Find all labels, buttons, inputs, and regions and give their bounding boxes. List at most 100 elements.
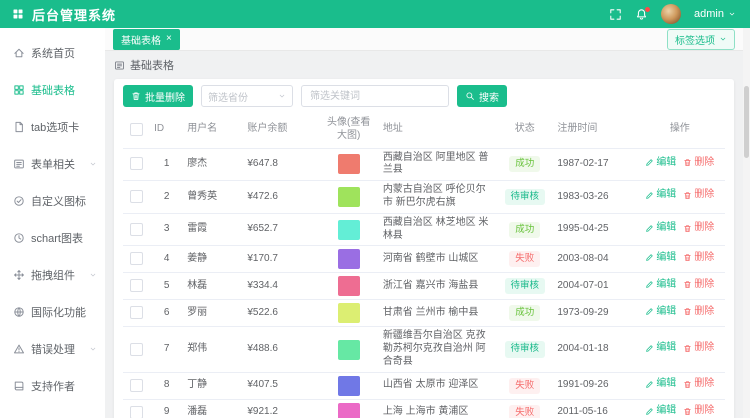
badge-icon	[13, 195, 25, 207]
table-row: 3 雷霞 ¥652.7 西藏自治区 林芝地区 米林县 成功 1995-04-25 编辑 删除	[123, 213, 725, 247]
cell-id: 8	[150, 372, 184, 400]
home-icon	[13, 47, 25, 59]
table-row: 2 曾秀英 ¥472.6 内蒙古自治区 呼伦贝尔市 新巴尔虎右旗 待审核 1983-03-…	[123, 180, 725, 214]
trash-icon	[683, 380, 692, 389]
edit-link[interactable]: 编辑	[645, 222, 676, 235]
username: admin	[694, 8, 724, 20]
sidebar-item-8[interactable]: 错误处理	[0, 330, 105, 367]
status-badge: 失败	[509, 404, 541, 418]
sidebar-item-4[interactable]: 自定义图标	[0, 182, 105, 219]
delete-link[interactable]: 删除	[683, 279, 714, 292]
row-checkbox[interactable]	[130, 157, 144, 171]
pencil-icon	[645, 158, 654, 167]
sidebar-item-label: 错误处理	[31, 343, 75, 356]
sidebar-item-0[interactable]: 系统首页	[0, 34, 105, 71]
delete-link[interactable]: 删除	[683, 189, 714, 202]
edit-link[interactable]: 编辑	[645, 189, 676, 202]
cell-username: 罗丽	[183, 299, 244, 328]
delete-link[interactable]: 删除	[683, 405, 714, 418]
status-badge: 待审核	[504, 341, 546, 358]
select-all-checkbox[interactable]	[130, 122, 144, 136]
province-select[interactable]: 筛选省份	[201, 85, 293, 107]
cell-balance: ¥170.7	[243, 245, 319, 274]
edit-link[interactable]: 编辑	[645, 252, 676, 265]
sidebar-item-1[interactable]: 基础表格	[0, 71, 105, 108]
table-row: 5 林磊 ¥334.4 浙江省 嘉兴市 海盐县 待审核 2004-07-01 编辑 删除	[123, 272, 725, 301]
row-checkbox[interactable]	[130, 279, 144, 293]
cell-date: 1995-04-25	[553, 213, 635, 247]
avatar[interactable]	[661, 4, 682, 24]
fullscreen-icon[interactable]	[609, 8, 622, 21]
cell-id: 7	[150, 326, 184, 373]
cell-username: 郑伟	[183, 326, 244, 373]
avatar-thumbnail[interactable]	[337, 402, 360, 418]
edit-link[interactable]: 编辑	[645, 279, 676, 292]
chevron-down-icon	[89, 160, 97, 168]
table-row: 9 潘磊 ¥921.2 上海 上海市 黄浦区 失败 2011-05-16 编辑 删除	[123, 399, 725, 418]
main-area: 基础表格 × 标签选项 基础表格 批量删除 筛选省份	[105, 28, 743, 418]
edit-link[interactable]: 编辑	[645, 378, 676, 391]
sidebar-item-5[interactable]: schart图表	[0, 219, 105, 256]
avatar-thumbnail[interactable]	[337, 303, 360, 324]
delete-link[interactable]: 删除	[683, 342, 714, 355]
cell-date: 2004-07-01	[553, 272, 635, 301]
pencil-icon	[645, 253, 654, 262]
table-icon	[13, 84, 25, 96]
row-checkbox[interactable]	[130, 252, 144, 266]
edit-link[interactable]: 编辑	[645, 157, 676, 170]
row-checkbox[interactable]	[130, 222, 144, 236]
avatar-thumbnail[interactable]	[337, 249, 360, 270]
delete-link[interactable]: 删除	[683, 378, 714, 391]
row-checkbox[interactable]	[130, 306, 144, 320]
avatar-thumbnail[interactable]	[337, 186, 360, 207]
cell-id: 9	[150, 399, 184, 418]
delete-link[interactable]: 删除	[683, 157, 714, 170]
avatar-thumbnail[interactable]	[337, 375, 360, 396]
sidebar-item-3[interactable]: 表单相关	[0, 145, 105, 182]
tag-options-button[interactable]: 标签选项	[667, 28, 735, 50]
cell-date: 1991-09-26	[553, 372, 635, 400]
edit-link[interactable]: 编辑	[645, 306, 676, 319]
sidebar-item-2[interactable]: tab选项卡	[0, 108, 105, 145]
pencil-icon	[645, 407, 654, 416]
scrollbar-thumb[interactable]	[744, 86, 749, 158]
status-badge: 待审核	[504, 188, 546, 206]
search-button[interactable]: 搜索	[457, 85, 507, 107]
cell-address: 内蒙古自治区 呼伦贝尔市 新巴尔虎右旗	[378, 180, 497, 214]
bell-icon[interactable]	[635, 6, 651, 21]
avatar-thumbnail[interactable]	[337, 339, 360, 360]
table-icon	[114, 60, 125, 71]
sidebar-item-7[interactable]: 国际化功能	[0, 293, 105, 330]
row-checkbox[interactable]	[130, 342, 144, 356]
delete-link[interactable]: 删除	[683, 222, 714, 235]
user-menu[interactable]: admin	[694, 8, 736, 20]
avatar-thumbnail[interactable]	[337, 276, 360, 297]
avatar-thumbnail[interactable]	[337, 154, 360, 175]
tab-close-icon[interactable]: ×	[166, 33, 172, 44]
cell-address: 山西省 太原市 迎泽区	[378, 372, 497, 400]
open-tabs: 基础表格 ×	[113, 28, 180, 50]
page-content: 基础表格 批量删除 筛选省份 搜索	[105, 51, 743, 418]
status-badge: 失败	[509, 251, 541, 268]
delete-link[interactable]: 删除	[683, 306, 714, 319]
notification-dot	[645, 6, 651, 12]
batch-delete-button[interactable]: 批量删除	[123, 85, 193, 107]
trash-icon	[683, 253, 692, 262]
scrollbar-track[interactable]	[743, 28, 750, 418]
avatar-thumbnail[interactable]	[337, 219, 360, 240]
col-status: 状态	[496, 112, 554, 149]
row-checkbox[interactable]	[130, 190, 144, 204]
keyword-input[interactable]	[301, 85, 449, 107]
row-checkbox[interactable]	[130, 378, 144, 392]
row-checkbox[interactable]	[130, 405, 144, 418]
edit-link[interactable]: 编辑	[645, 405, 676, 418]
cell-balance: ¥647.8	[243, 148, 319, 182]
sidebar-item-9[interactable]: 支持作者	[0, 367, 105, 404]
status-badge: 成功	[509, 305, 541, 322]
breadcrumb: 基础表格	[114, 57, 734, 73]
edit-link[interactable]: 编辑	[645, 342, 676, 355]
sidebar-item-6[interactable]: 拖拽组件	[0, 256, 105, 293]
delete-link[interactable]: 删除	[683, 252, 714, 265]
tab-basic-table[interactable]: 基础表格 ×	[113, 28, 180, 50]
grid-logo-icon	[12, 8, 24, 20]
